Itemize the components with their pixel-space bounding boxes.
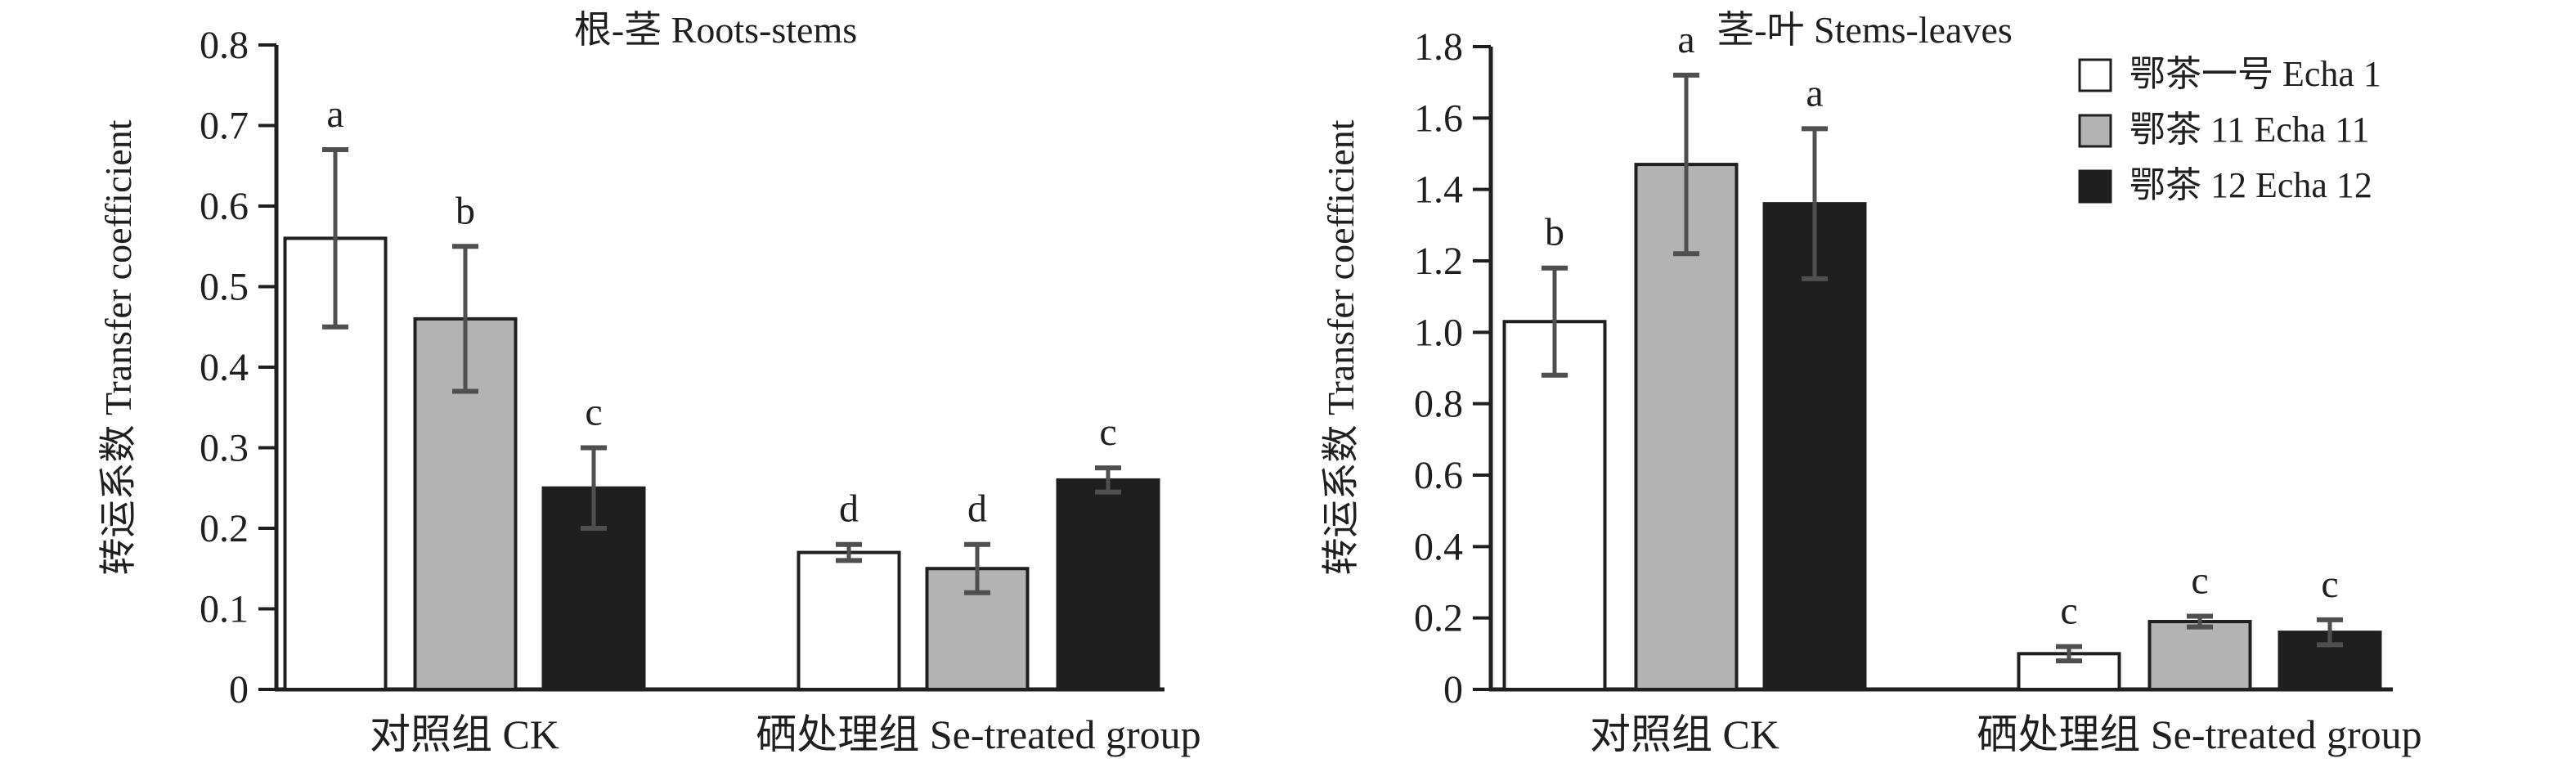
legend-label-echa12: 鄂茶 12 Echa 12 [2129, 165, 2372, 205]
y-axis-title: 转运系数 Transfer coefficient [97, 119, 139, 575]
y-tick-label: 0.3 [200, 427, 249, 470]
sig-letter-echa12-se: c [1099, 411, 1116, 454]
y-tick-label: 0.7 [200, 105, 249, 148]
sig-letter-echa1-ck: b [1545, 211, 1564, 254]
sig-letter-echa1-se: d [839, 487, 859, 531]
errorbar-echa11-se [2187, 613, 2213, 630]
errorbar-echa12-ck [1802, 126, 1828, 281]
y-tick-label: 1.2 [1414, 240, 1463, 283]
sig-letter-echa11-ck: b [456, 189, 475, 232]
errorbar-echa11-se [964, 541, 990, 595]
y-tick-label: 0.8 [1414, 383, 1463, 426]
y-tick-label: 0.2 [200, 507, 249, 550]
y-tick-label: 0.4 [1414, 525, 1463, 568]
errorbar-echa1-se [836, 541, 862, 563]
errorbar-echa12-se [2317, 617, 2343, 648]
bar-echa12-se [1056, 478, 1160, 692]
y-tick-label: 0.5 [200, 266, 249, 309]
y-tick-label: 0 [1443, 668, 1463, 711]
y-tick-label: 1.0 [1414, 311, 1463, 354]
legend-label-echa11: 鄂茶 11 Echa 11 [2129, 110, 2370, 150]
x-group-label-ck: 对照组 CK [1590, 711, 1779, 757]
y-tick-label: 1.6 [1414, 97, 1463, 140]
chart-roots-stems-title: 根-茎 Roots-stems [574, 9, 857, 51]
y-tick-label: 0.1 [200, 588, 249, 631]
y-tick-label: 0.2 [1414, 597, 1463, 640]
errorbar-echa12-se [1095, 465, 1121, 495]
x-group-label-se: 硒处理组 Se-treated group [1977, 711, 2421, 757]
chart-stems-leaves: 茎-叶 Stems-leaves 转运系数 Transfer coefficien… [1320, 9, 2422, 757]
y-tick-label: 0.4 [200, 346, 249, 389]
chart-stems-leaves-title: 茎-叶 Stems-leaves [1717, 9, 2013, 51]
sig-letter-echa11-se: c [2191, 559, 2208, 602]
bar-echa1-se [797, 550, 901, 691]
errorbar-echa1-ck [1542, 265, 1568, 378]
sig-letter-echa12-ck: a [1806, 71, 1823, 114]
errorbar-echa1-ck [322, 147, 348, 330]
y-axis-title: 转运系数 Transfer coefficient [1320, 119, 1362, 575]
sig-letter-echa11-ck: a [1677, 18, 1694, 61]
y-tick-label: 0.6 [1414, 454, 1463, 497]
sig-letter-echa1-se: c [2060, 590, 2077, 633]
errorbar-echa11-ck [1673, 72, 1699, 257]
bar-echa1-ck [1502, 320, 1607, 691]
sig-letter-echa12-se: c [2321, 563, 2338, 606]
y-tick-label: 0 [229, 668, 249, 711]
errorbar-echa12-ck [581, 445, 607, 531]
y-tick-label: 1.4 [1414, 168, 1463, 212]
bar-echa11-ck [413, 316, 518, 691]
bar-echa12-ck [1762, 202, 1867, 691]
sig-letter-echa12-ck: c [585, 391, 602, 434]
errorbar-echa1-se [2056, 644, 2082, 664]
legend-label-echa1: 鄂茶一号 Echa 1 [2129, 54, 2381, 94]
y-tick-label: 0.8 [200, 24, 249, 67]
bar-echa11-se [2147, 620, 2252, 691]
x-group-label-ck: 对照组 CK [370, 711, 559, 757]
legend-swatch-echa12 [2078, 169, 2112, 204]
legend: 鄂茶一号 Echa 1 鄂茶 11 Echa 11 鄂茶 12 Echa 12 [2078, 54, 2381, 205]
x-group-label-se: 硒处理组 Se-treated group [756, 711, 1200, 757]
legend-swatch-echa11 [2078, 114, 2112, 148]
legend-swatch-echa1 [2078, 58, 2112, 92]
sig-letter-echa11-se: d [967, 487, 987, 531]
y-tick-label: 0.6 [200, 185, 249, 228]
errorbar-echa11-ck [452, 244, 478, 394]
sig-letter-echa1-ck: a [326, 92, 343, 136]
y-tick-label: 1.8 [1414, 25, 1463, 69]
chart-roots-stems: 根-茎 Roots-stems 转运系数 Transfer coefficient… [97, 9, 1201, 757]
